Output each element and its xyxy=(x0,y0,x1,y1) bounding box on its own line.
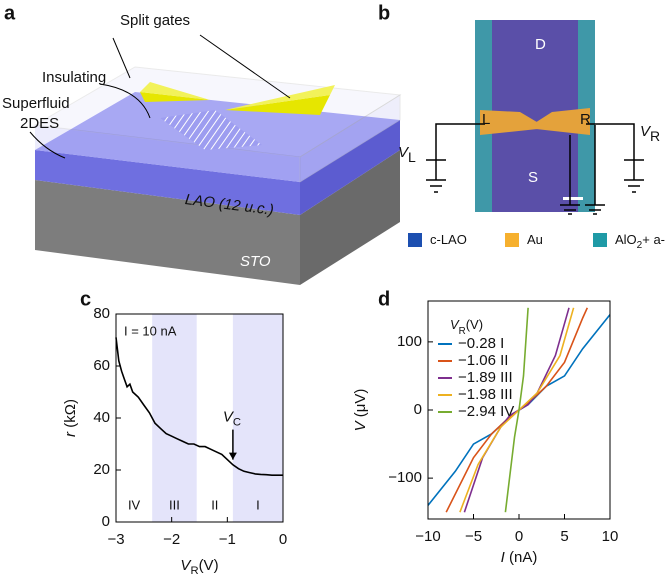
x-tick-label: −2 xyxy=(163,531,180,548)
x-tick-label: 10 xyxy=(602,528,619,545)
x-tick-label: −3 xyxy=(107,531,124,548)
y-tick-label: 100 xyxy=(397,333,422,350)
label: Insulating xyxy=(42,69,106,86)
y-tick-label: 40 xyxy=(93,409,110,426)
panel-label: b xyxy=(378,2,390,24)
x-axis-label: I (nA) xyxy=(501,549,538,566)
plot-frame xyxy=(427,300,611,520)
plot-frame xyxy=(115,313,284,523)
voltage-label: VL xyxy=(398,144,416,165)
legend-label: Au xyxy=(527,232,543,247)
label: Split gates xyxy=(120,12,190,29)
voltage-label: VR xyxy=(640,123,660,144)
y-tick-label: 80 xyxy=(93,305,110,322)
legend-swatch xyxy=(593,233,607,247)
x-tick-label: 0 xyxy=(515,528,523,545)
label: L xyxy=(482,111,490,128)
legend-label: −1.98 III xyxy=(458,386,513,403)
y-tick-label: 0 xyxy=(414,401,422,418)
y-axis-label: r (kΩ) xyxy=(62,399,79,437)
label: S xyxy=(528,169,538,186)
legend-swatch xyxy=(408,233,422,247)
data-line xyxy=(504,307,529,513)
legend: c-LAO Au AlO2+ a-LAO xyxy=(408,232,665,251)
shaded-band xyxy=(152,314,197,522)
y-tick-label: 20 xyxy=(93,461,110,478)
region-label: I xyxy=(256,497,260,512)
label: STO xyxy=(240,253,271,270)
region-label: II xyxy=(211,497,218,512)
label: Superfluid xyxy=(2,95,70,112)
legend-label: c-LAO xyxy=(430,232,467,247)
label: R xyxy=(580,111,591,128)
panel-label: c xyxy=(80,288,91,310)
region-label: IV xyxy=(128,497,141,512)
legend-label: −1.06 II xyxy=(458,352,508,369)
x-tick-label: −10 xyxy=(415,528,440,545)
legend-title: VR(V) xyxy=(450,317,483,336)
device-schematic xyxy=(29,34,402,285)
y-axis-label: V (μV) xyxy=(352,389,369,432)
panel-label: a xyxy=(4,2,16,24)
legend-label: −0.28 I xyxy=(458,335,504,352)
x-tick-label: −1 xyxy=(219,531,236,548)
x-axis-label: VR(V) xyxy=(180,557,218,577)
x-tick-label: 5 xyxy=(560,528,568,545)
y-tick-label: 0 xyxy=(102,513,110,530)
x-tick-label: −5 xyxy=(465,528,482,545)
shaded-band xyxy=(232,314,283,522)
panel-label: d xyxy=(378,288,390,310)
label: D xyxy=(535,36,546,53)
arrow-head xyxy=(228,452,237,460)
label-box xyxy=(112,8,232,34)
micrograph xyxy=(426,20,644,215)
legend-label: AlO2+ a-LAO xyxy=(615,232,665,250)
label: 2DES xyxy=(20,115,59,132)
y-tick-label: −100 xyxy=(388,469,422,486)
annotation: I = 10 nA xyxy=(124,323,177,338)
legend-swatch xyxy=(505,233,519,247)
legend-label: −1.89 III xyxy=(458,369,513,386)
data-line xyxy=(115,337,283,476)
annotation: VC xyxy=(223,409,241,429)
region-label: III xyxy=(169,497,180,512)
legend-label: −2.94 IV xyxy=(458,403,514,420)
y-tick-label: 60 xyxy=(93,357,110,374)
x-tick-label: 0 xyxy=(279,531,287,548)
